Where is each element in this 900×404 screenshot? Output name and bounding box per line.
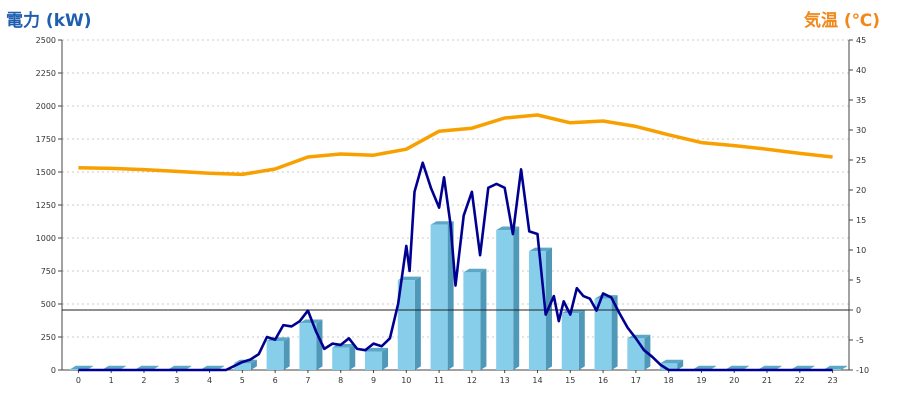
right-tick-label: 5 [856, 276, 861, 285]
bar-side [841, 365, 848, 370]
bar [332, 347, 350, 370]
bar-side [382, 347, 389, 370]
x-tick-label: 4 [207, 376, 212, 385]
power-line [78, 161, 833, 372]
bar-top [168, 365, 192, 370]
x-tick-label: 14 [532, 376, 542, 385]
bar-side [349, 343, 356, 370]
x-tick-label: 13 [500, 376, 510, 385]
bar-side [677, 359, 684, 370]
bar-top [69, 365, 93, 370]
bar-top [824, 365, 848, 370]
x-tick-label: 7 [305, 376, 310, 385]
x-tick-label: 8 [338, 376, 343, 385]
left-tick-label: 1250 [36, 201, 56, 210]
right-tick-label: 25 [856, 156, 866, 165]
bar-top [430, 221, 454, 225]
bar-side [316, 319, 323, 370]
bar-top [528, 247, 553, 252]
bar-top [463, 268, 487, 273]
bar [561, 313, 579, 370]
right-tick-label: 35 [856, 96, 866, 105]
x-tick-label: 9 [371, 376, 376, 385]
left-tick-label: 2000 [36, 102, 56, 111]
x-tick-label: 11 [434, 376, 444, 385]
right-axis-title: 気温 (℃) [803, 11, 880, 31]
bar-side [513, 226, 520, 370]
x-tick-label: 10 [401, 376, 411, 385]
bar-top [102, 365, 126, 370]
right-tick-label: -5 [856, 336, 864, 345]
bar [233, 363, 251, 370]
x-tick-label: 0 [76, 376, 81, 385]
right-tick-label: 30 [856, 126, 866, 135]
left-axis-title: 電力 (kW) [6, 11, 92, 31]
x-tick-label: 23 [828, 376, 838, 385]
right-tick-label: 0 [856, 306, 861, 315]
right-tick-label: 10 [856, 246, 866, 255]
x-tick-label: 21 [762, 376, 772, 385]
left-tick-label: 750 [41, 267, 56, 276]
x-tick-label: 18 [664, 376, 674, 385]
bar-top [725, 365, 749, 370]
left-tick-label: 2250 [36, 69, 56, 78]
bar-top [758, 365, 782, 370]
left-tick-label: 1500 [36, 168, 56, 177]
x-tick-label: 3 [174, 376, 179, 385]
bar-side [250, 359, 257, 370]
bar-side [611, 295, 618, 370]
x-tick-label: 1 [109, 376, 114, 385]
bar [430, 224, 448, 370]
bar-top [364, 347, 389, 352]
x-tick-label: 17 [631, 376, 641, 385]
left-tick-label: 250 [41, 333, 56, 342]
x-tick-label: 16 [598, 376, 608, 385]
bar [463, 272, 481, 370]
x-tick-label: 6 [273, 376, 278, 385]
bar [496, 230, 514, 370]
bar [364, 351, 383, 370]
x-tick-label: 19 [696, 376, 706, 385]
right-tick-label: 15 [856, 216, 866, 225]
right-tick-label: 40 [856, 66, 866, 75]
x-tick-label: 20 [729, 376, 739, 385]
x-tick-label: 15 [565, 376, 575, 385]
bar-side [578, 309, 585, 370]
bar [594, 298, 612, 370]
bar-side [414, 276, 421, 370]
bar-top [397, 276, 421, 281]
bar [660, 363, 678, 370]
left-tick-label: 1750 [36, 135, 56, 144]
x-tick-label: 2 [141, 376, 146, 385]
bar-side [480, 268, 487, 370]
bar-top [135, 365, 159, 370]
bar [299, 323, 317, 370]
bar-top [660, 359, 684, 364]
x-tick-label: 5 [240, 376, 245, 385]
temperature-line [78, 113, 833, 177]
bar [397, 280, 415, 370]
bar-side [283, 337, 290, 370]
x-tick-label: 22 [795, 376, 805, 385]
right-tick-label: -10 [856, 366, 869, 375]
bar-top [201, 365, 225, 370]
left-tick-label: 2500 [36, 36, 56, 45]
left-tick-label: 500 [41, 300, 56, 309]
bar [528, 251, 547, 370]
bar-top [791, 365, 815, 370]
left-tick-label: 1000 [36, 234, 56, 243]
right-tick-label: 45 [856, 36, 866, 45]
right-tick-label: 20 [856, 186, 866, 195]
bar [627, 338, 645, 370]
x-tick-label: 12 [467, 376, 477, 385]
left-tick-label: 0 [51, 366, 56, 375]
bar-top [692, 365, 716, 370]
bar [266, 340, 284, 370]
